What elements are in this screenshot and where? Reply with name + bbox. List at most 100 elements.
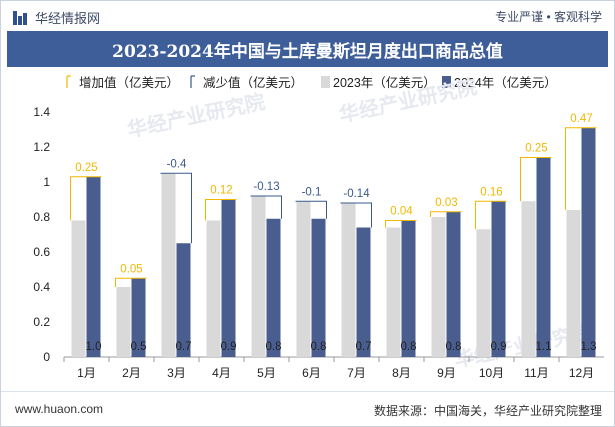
change-bracket-increase [430,211,462,217]
y-tick-label: 1 [43,175,50,189]
bar-2024 [491,201,506,357]
legend-marker-s0 [321,76,330,88]
axes: 0 0.2 0.4 0.6 0.8 1 1.2 1.4 1月 2月 3月 4月 5月 6月 7月 8月 9月 10… [33,105,604,380]
bar-2023 [116,287,131,357]
bar-2024-value-label: 0.7 [176,341,192,353]
x-tick-label: 3月 [167,366,186,380]
legend-label-s0: 2023年（亿美元） [333,75,436,90]
change-bracket-increase [520,157,552,202]
y-tick-label: 1.4 [33,105,50,119]
bar-2023 [161,173,176,357]
y-tick-label: 0.8 [33,210,50,224]
chart-legend: 增加值（亿美元） 减少值（亿美元） 2023年（亿美元） 2024年（亿美元） [66,75,557,90]
bar-2023 [431,217,446,357]
x-tick-label: 1月 [77,366,96,380]
bar-2024 [266,218,281,357]
change-bracket-increase [385,220,417,228]
x-tick-label: 6月 [302,366,321,380]
change-bracket-increase [565,127,597,210]
bar-2024-value-label: 0.9 [491,341,507,353]
change-bracket-increase [205,199,237,221]
bar-2024 [356,227,371,357]
x-tick-label: 2月 [122,366,141,380]
x-tick-label: 10月 [479,366,504,380]
change-label: 0.47 [570,113,592,125]
change-bracket-decrease [340,202,372,228]
bar-2024 [131,278,146,357]
x-tick-label: 7月 [347,366,366,380]
x-tick-label: 4月 [212,366,231,380]
chart-title: 2023-2024年中国与土库曼斯坦月度出口商品总值 [7,31,608,67]
site-url: www.huaon.com [15,402,104,416]
x-tick-label: 5月 [257,366,276,380]
change-label: -0.13 [253,181,279,193]
bar-2023 [296,201,311,357]
change-bracket-decrease [160,172,192,244]
change-label: 0.12 [210,185,232,197]
bar-2024-value-label: 1.1 [536,341,552,353]
bar-2024 [221,199,236,357]
change-bracket-decrease [295,200,327,219]
bar-2024-value-label: 0.8 [446,341,462,353]
bar-2023 [386,227,401,357]
bar-2023 [341,203,356,357]
change-label: 0.05 [120,263,142,275]
bar-2024-value-label: 0.7 [356,341,372,353]
bar-2023 [476,229,491,357]
bar-2024-value-label: 0.5 [131,341,147,353]
legend-label-s1: 2024年（亿美元） [454,75,557,90]
bar-chart: 增加值（亿美元） 减少值（亿美元） 2023年（亿美元） 2024年（亿美元） 华经产… [33,74,604,380]
change-bracket-increase [70,176,102,221]
bar-2024 [581,127,596,357]
x-tick-label: 11月 [524,366,548,380]
bar-2023 [566,210,581,357]
y-tick-label: 0.4 [33,280,50,294]
bar-2024 [86,176,101,357]
bar-2024-value-label: 0.8 [311,341,327,353]
legend-marker-s1 [442,76,451,88]
y-tick-label: 0 [43,350,50,364]
change-label: -0.1 [302,186,322,198]
logo-icon [13,10,27,25]
bar-2023 [206,220,221,357]
change-label: 0.25 [525,143,547,155]
bar-2024-value-label: 0.9 [221,341,237,353]
bar-2024-value-label: 0.8 [266,341,282,353]
change-label: -0.14 [343,188,370,200]
bars-group [70,127,597,357]
x-tick-label: 8月 [392,366,411,380]
change-label: 0.03 [435,197,457,209]
legend-marker-dec [190,75,195,88]
y-tick-label: 0.2 [33,315,50,329]
change-bracket-decrease [250,195,282,219]
change-label: 0.04 [390,206,413,218]
brand-name: 华经情报网 [35,11,101,26]
bar-2024-value-label: 1.0 [86,341,102,353]
watermark-text: 华经产业研究院 [125,89,267,142]
tagline: 专业严谨 • 客观科学 [495,10,602,24]
bar-2024-value-label: 0.8 [401,341,417,353]
bar-2023 [251,196,266,357]
brand: 华经情报网 [13,8,100,27]
labels-group: 0.25 1.0 0.05 0.5 -0.4 0.7 0.12 0.9 -0.13 0.8 -0.1… [75,113,596,353]
bar-2024 [311,218,326,357]
bar-2023 [71,220,86,357]
change-bracket-increase [475,200,507,230]
x-tick-label: 9月 [437,366,456,380]
y-tick-label: 0.6 [33,245,50,259]
x-tick-label: 12月 [569,366,594,380]
change-label: 0.16 [480,186,502,198]
footer: www.huaon.com 数据来源：中国海关，华经产业研究院整理 [1,391,614,427]
change-label: -0.4 [167,158,187,170]
change-label: 0.25 [75,162,97,174]
data-source: 数据来源：中国海关，华经产业研究院整理 [373,404,602,418]
bar-2024 [176,243,191,357]
bar-2024 [446,211,461,357]
legend-marker-inc [66,75,71,88]
top-bar: 华经情报网 专业严谨 • 客观科学 [1,1,614,31]
bar-2024 [536,157,551,357]
change-bracket-increase [115,277,147,287]
bar-2024 [401,220,416,357]
legend-label-inc: 增加值（亿美元） [79,75,179,90]
